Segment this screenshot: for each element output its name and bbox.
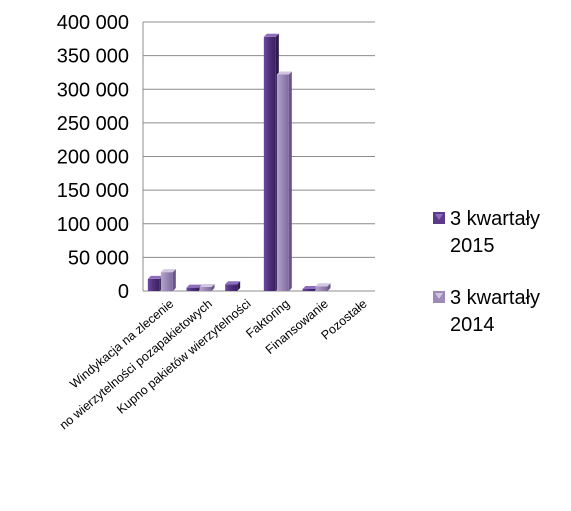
bar	[276, 71, 292, 291]
bar-front	[315, 286, 328, 291]
legend-label-line2: 2014	[450, 314, 495, 336]
bar	[315, 283, 331, 291]
legend-swatch-highlight	[435, 214, 443, 220]
legend-swatch-highlight	[435, 293, 443, 299]
bar-top	[147, 275, 163, 279]
legend-entry: 3 kwartały 2015	[433, 208, 540, 257]
y-tick-label: 400 000	[57, 12, 129, 34]
y-tick-label: 250 000	[57, 113, 129, 135]
bar-top	[302, 285, 318, 289]
bar	[186, 284, 202, 291]
bar-front	[160, 272, 173, 291]
y-tick-label: 150 000	[57, 180, 129, 202]
bar-side	[172, 269, 176, 291]
bar-front	[225, 284, 238, 291]
bar-side	[211, 283, 215, 291]
bar-top	[186, 284, 202, 288]
axes	[142, 22, 375, 292]
legend-entry: 3 kwartały 2014	[433, 287, 540, 336]
y-tick-label: 100 000	[57, 214, 129, 236]
y-tick-label: 300 000	[57, 79, 129, 101]
bar-front	[186, 287, 199, 291]
bar-side	[288, 71, 292, 291]
bar-top	[276, 71, 292, 75]
bar-front	[147, 278, 160, 291]
bar-front	[199, 286, 212, 291]
bar-top	[225, 281, 241, 285]
y-tick-label: 0	[118, 281, 129, 303]
y-tick-label: 200 000	[57, 147, 129, 169]
x-tick-label: no wierzytelności pozapakietowych	[57, 297, 215, 433]
y-axis-tick-labels: 0 50 000 100 000 150 000 200 000 250 000 300 0…	[57, 12, 129, 303]
bar-front	[276, 74, 289, 291]
gridlines	[143, 21, 375, 292]
bar-top	[315, 283, 331, 287]
bar	[160, 269, 176, 291]
bar	[302, 285, 318, 291]
bar-side	[237, 281, 241, 291]
y-tick-label: 350 000	[57, 46, 129, 68]
bar-side	[327, 283, 331, 291]
bar-front	[263, 36, 276, 291]
bar	[225, 281, 241, 291]
legend: 3 kwartały 2015 3 kwartały 2014	[433, 208, 540, 336]
bar	[147, 275, 163, 291]
y-tick-label: 50 000	[68, 247, 129, 269]
bar-top	[199, 283, 215, 287]
legend-label-line1: 3 kwartały	[450, 287, 540, 309]
bar-front	[302, 288, 315, 291]
legend-label-line2: 2015	[450, 235, 495, 257]
bar	[263, 33, 279, 292]
bars	[147, 33, 331, 292]
bar-top	[160, 269, 176, 273]
bar	[199, 283, 215, 291]
legend-label-line1: 3 kwartały	[450, 208, 540, 230]
bar-top	[263, 33, 279, 37]
